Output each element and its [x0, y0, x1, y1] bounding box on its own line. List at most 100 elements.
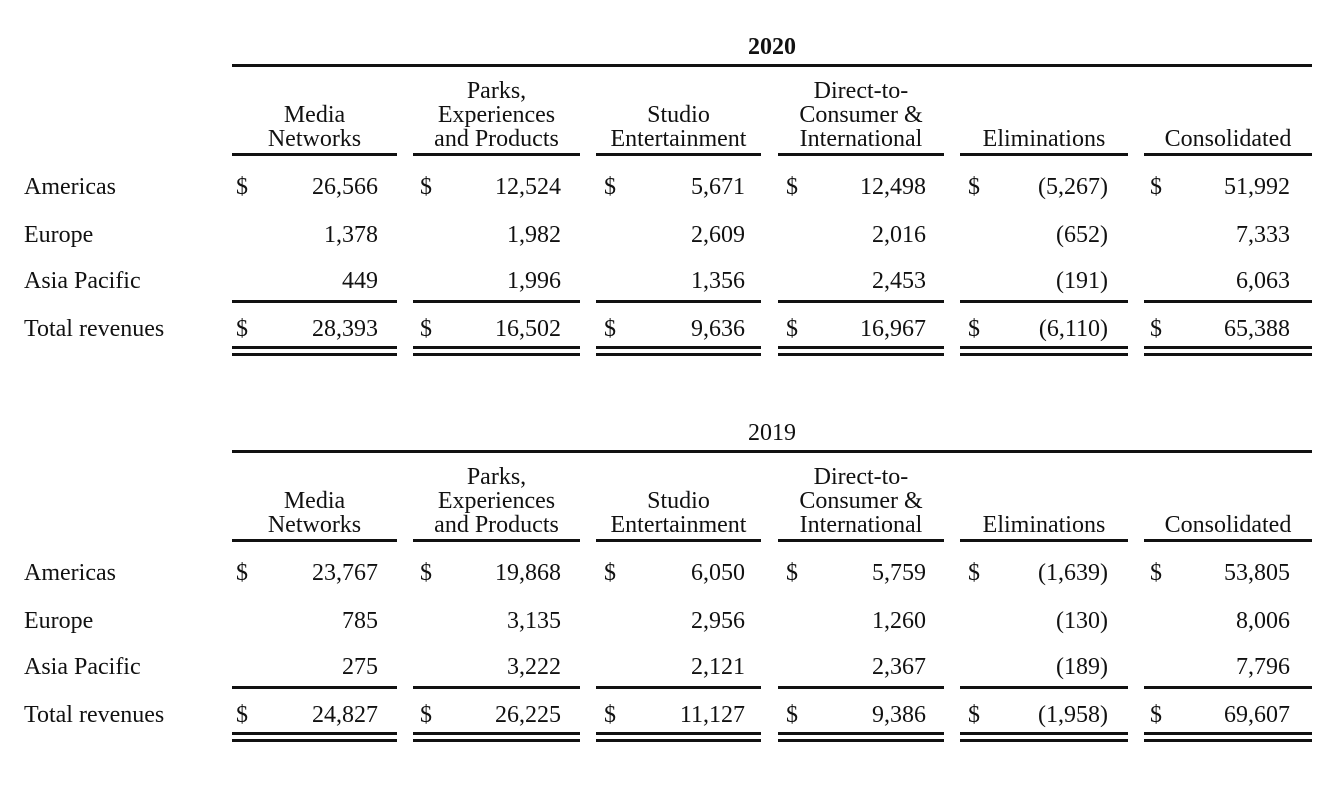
- cell-value: 449: [342, 268, 378, 294]
- cell-value: 7,333: [1236, 222, 1290, 248]
- revenue-table-2019: 2019 Media Networks Parks, Experiences and…: [0, 418, 1344, 768]
- cell-value: 16,502: [495, 316, 561, 342]
- subtotal-rule: [960, 686, 1128, 689]
- header-rule: [232, 450, 1312, 453]
- cell-value: 2,016: [872, 222, 926, 248]
- column-header: Media Networks: [232, 466, 397, 542]
- total-double-rule: [778, 732, 944, 742]
- row-label: Asia Pacific: [24, 654, 141, 680]
- cell-value: 12,524: [495, 174, 561, 200]
- row-label: Americas: [24, 174, 116, 200]
- currency-symbol: $: [236, 702, 248, 728]
- column-header: Parks, Experiences and Products: [413, 79, 580, 156]
- cell-value: 53,805: [1224, 560, 1290, 586]
- total-double-rule: [413, 732, 580, 742]
- subtotal-rule: [1144, 686, 1312, 689]
- row-label: Asia Pacific: [24, 268, 141, 294]
- cell-value: 69,607: [1224, 702, 1290, 728]
- cell-value: 23,767: [312, 560, 378, 586]
- currency-symbol: $: [604, 174, 616, 200]
- cell-value: (1,958): [1038, 702, 1108, 728]
- currency-symbol: $: [786, 702, 798, 728]
- subtotal-rule: [1144, 300, 1312, 303]
- cell-value: 24,827: [312, 702, 378, 728]
- column-header: Studio Entertainment: [596, 466, 761, 542]
- cell-value: 785: [342, 608, 378, 634]
- cell-value: 2,956: [691, 608, 745, 634]
- header-rule: [232, 64, 1312, 67]
- cell-value: 2,609: [691, 222, 745, 248]
- column-header: Media Networks: [232, 80, 397, 156]
- total-double-rule: [596, 732, 761, 742]
- column-header: Consolidated: [1144, 80, 1312, 156]
- cell-value: 1,378: [324, 222, 378, 248]
- cell-value: (6,110): [1038, 316, 1108, 342]
- currency-symbol: $: [968, 174, 980, 200]
- cell-value: 65,388: [1224, 316, 1290, 342]
- cell-value: (652): [1056, 222, 1108, 248]
- cell-value: (130): [1056, 608, 1108, 634]
- currency-symbol: $: [786, 316, 798, 342]
- currency-symbol: $: [420, 702, 432, 728]
- currency-symbol: $: [1150, 174, 1162, 200]
- row-label: Americas: [24, 560, 116, 586]
- column-header: Eliminations: [960, 466, 1128, 542]
- cell-value: 275: [342, 654, 378, 680]
- currency-symbol: $: [968, 560, 980, 586]
- subtotal-rule: [413, 300, 580, 303]
- currency-symbol: $: [1150, 316, 1162, 342]
- subtotal-rule: [232, 300, 397, 303]
- total-double-rule: [1144, 732, 1312, 742]
- cell-value: 1,996: [507, 268, 561, 294]
- column-header: Direct-to- Consumer & International: [778, 465, 944, 542]
- column-header: Consolidated: [1144, 466, 1312, 542]
- currency-symbol: $: [604, 702, 616, 728]
- cell-value: 1,356: [691, 268, 745, 294]
- revenue-table-2020: 2020 Media Networks Parks, Experiences and…: [0, 32, 1344, 382]
- cell-value: 26,225: [495, 702, 561, 728]
- cell-value: 9,636: [691, 316, 745, 342]
- cell-value: 3,135: [507, 608, 561, 634]
- currency-symbol: $: [236, 316, 248, 342]
- currency-symbol: $: [604, 316, 616, 342]
- cell-value: 12,498: [860, 174, 926, 200]
- column-header: Direct-to- Consumer & International: [778, 79, 944, 156]
- subtotal-rule: [960, 300, 1128, 303]
- cell-value: 28,393: [312, 316, 378, 342]
- total-double-rule: [596, 346, 761, 356]
- total-double-rule: [960, 346, 1128, 356]
- cell-value: 3,222: [507, 654, 561, 680]
- year-heading: 2020: [748, 34, 796, 60]
- subtotal-rule: [232, 686, 397, 689]
- cell-value: 19,868: [495, 560, 561, 586]
- cell-value: 26,566: [312, 174, 378, 200]
- cell-value: 2,453: [872, 268, 926, 294]
- year-heading: 2019: [748, 420, 796, 446]
- currency-symbol: $: [420, 174, 432, 200]
- cell-value: (1,639): [1038, 560, 1108, 586]
- currency-symbol: $: [1150, 702, 1162, 728]
- currency-symbol: $: [786, 174, 798, 200]
- subtotal-rule: [596, 300, 761, 303]
- row-label: Total revenues: [24, 316, 165, 342]
- currency-symbol: $: [604, 560, 616, 586]
- currency-symbol: $: [236, 174, 248, 200]
- cell-value: 1,982: [507, 222, 561, 248]
- cell-value: 2,367: [872, 654, 926, 680]
- subtotal-rule: [778, 300, 944, 303]
- row-label: Total revenues: [24, 702, 165, 728]
- cell-value: 2,121: [691, 654, 745, 680]
- total-double-rule: [232, 732, 397, 742]
- row-label: Europe: [24, 608, 94, 634]
- currency-symbol: $: [786, 560, 798, 586]
- subtotal-rule: [413, 686, 580, 689]
- cell-value: (5,267): [1038, 174, 1108, 200]
- cell-value: 6,050: [691, 560, 745, 586]
- cell-value: 5,671: [691, 174, 745, 200]
- row-label: Europe: [24, 222, 94, 248]
- cell-value: 7,796: [1236, 654, 1290, 680]
- cell-value: 5,759: [872, 560, 926, 586]
- currency-symbol: $: [420, 560, 432, 586]
- subtotal-rule: [596, 686, 761, 689]
- currency-symbol: $: [968, 316, 980, 342]
